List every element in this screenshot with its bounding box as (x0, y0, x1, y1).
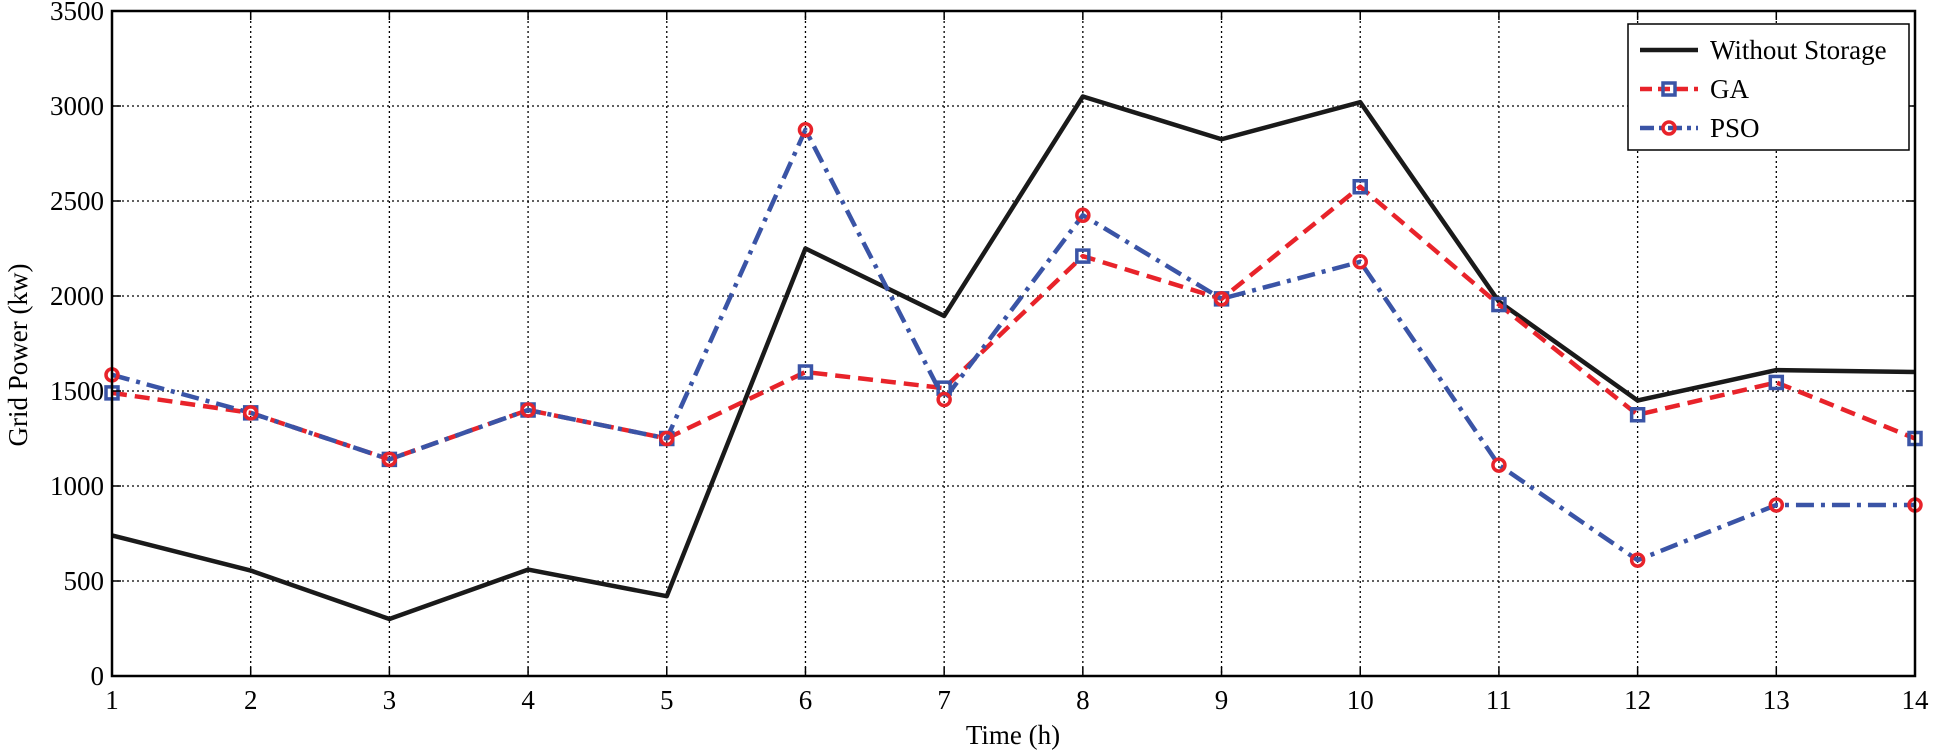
data-point-ga (1629, 407, 1646, 423)
data-point-ga (1491, 296, 1507, 313)
series-pso (104, 122, 1923, 568)
x-axis-label: Time (h) (966, 720, 1060, 750)
y-axis-label: Grid Power (kw) (3, 264, 33, 447)
data-point-pso (242, 405, 259, 421)
y-tick-label: 3000 (50, 91, 104, 121)
data-point-pso (381, 451, 398, 468)
y-tick-label: 2000 (50, 281, 104, 311)
x-tick-label: 3 (383, 685, 397, 715)
legend: Without Storage GA PSO (1627, 23, 1910, 151)
axes-layer (110, 9, 1917, 678)
data-point-ga (1352, 179, 1368, 195)
series-ga (104, 179, 1923, 468)
data-point-ga (797, 364, 814, 380)
data-point-pso (1213, 291, 1230, 307)
data-point-ga (1075, 248, 1091, 264)
data-point-pso (936, 391, 952, 408)
series-layer (104, 94, 1923, 622)
x-tick-label: 10 (1347, 685, 1374, 715)
data-point-pso (1491, 457, 1507, 473)
grid-lines (112, 11, 1915, 676)
series-without-storage (111, 94, 1916, 622)
plot-frame (110, 9, 1917, 678)
legend-marker-pso (1661, 120, 1677, 136)
data-point-pso (1075, 207, 1091, 223)
data-point-pso (659, 430, 675, 447)
legend-label-without-storage: Without Storage (1710, 35, 1887, 65)
y-tick-label: 1500 (50, 376, 104, 406)
y-tick-label: 2500 (50, 186, 104, 216)
x-tick-label: 7 (937, 685, 951, 715)
data-point-pso (1352, 254, 1368, 270)
tick-labels: 1 2 3 4 5 6 7 8 9 10 11 12 13 14050010001500200025003… (50, 0, 1929, 715)
x-tick-label: 9 (1215, 685, 1229, 715)
x-tick-label: 4 (521, 685, 535, 715)
x-tick-label: 6 (799, 685, 813, 715)
x-tick-label: 14 (1902, 685, 1930, 715)
x-tick-label: 5 (660, 685, 674, 715)
x-tick-label: 8 (1076, 685, 1090, 715)
legend-label-ga: GA (1710, 74, 1749, 104)
y-tick-label: 500 (64, 566, 105, 596)
legend-label-pso: PSO (1710, 113, 1760, 143)
data-point-pso (1629, 552, 1646, 568)
data-point-pso (520, 402, 536, 418)
x-tick-label: 2 (244, 685, 258, 715)
x-tick-label: 1 (105, 685, 119, 715)
x-tick-label: 11 (1486, 685, 1512, 715)
data-point-pso (1768, 497, 1785, 513)
series-line-pso (111, 127, 1915, 563)
x-tick-label: 12 (1624, 685, 1651, 715)
series-line-without-storage (111, 94, 1916, 622)
data-point-ga (1768, 374, 1785, 391)
legend-marker-ga (1661, 81, 1677, 97)
y-tick-label: 3500 (50, 0, 104, 26)
y-tick-label: 0 (91, 661, 105, 691)
x-tick-label: 13 (1763, 685, 1790, 715)
y-tick-label: 1000 (50, 471, 104, 501)
data-point-pso (797, 122, 814, 138)
